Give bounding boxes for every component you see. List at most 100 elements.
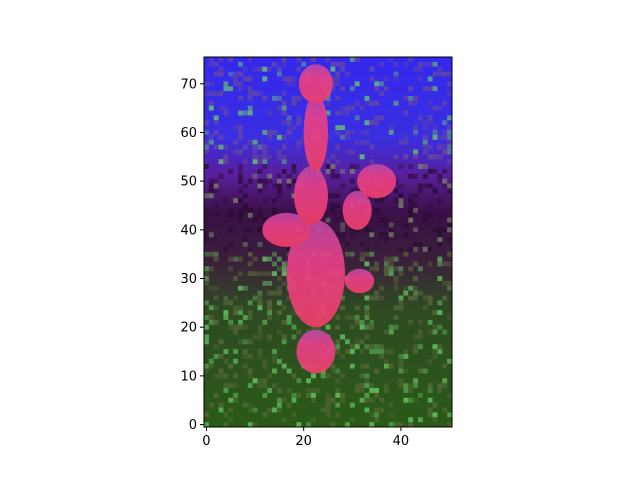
heatmap-cell <box>374 207 380 213</box>
heatmap-cell <box>437 300 443 306</box>
heatmap-cell <box>359 139 365 145</box>
heatmap-cell <box>447 227 452 233</box>
heatmap-cell <box>413 125 418 131</box>
heatmap-cell <box>335 339 341 345</box>
y-tick-label: 20 <box>180 321 197 336</box>
heatmap-cell <box>422 120 428 126</box>
heatmap-cell <box>242 285 248 291</box>
heatmap-cell <box>427 183 433 189</box>
heatmap-cell <box>364 397 370 403</box>
heatmap-cell <box>379 91 384 96</box>
heatmap-cell <box>223 358 229 364</box>
heatmap-cell <box>208 188 214 194</box>
heatmap-cell <box>252 295 258 301</box>
heatmap-cell <box>354 81 360 87</box>
heatmap-cell <box>238 125 243 131</box>
heatmap-cell <box>408 397 414 403</box>
heatmap-cell <box>432 324 438 330</box>
heatmap-cell <box>359 339 365 345</box>
heatmap-cell <box>354 305 360 311</box>
heatmap-cell <box>413 378 418 384</box>
heatmap-cell <box>335 232 341 238</box>
heatmap-image <box>204 57 452 427</box>
heatmap-cell <box>442 227 448 233</box>
heatmap-cell <box>422 212 428 218</box>
x-tick-label: 40 <box>393 434 410 449</box>
heatmap-cell <box>272 353 277 359</box>
heatmap-cell <box>291 168 297 174</box>
heatmap-cell <box>257 295 263 301</box>
heatmap-cell <box>393 256 399 262</box>
heatmap-cell <box>354 319 360 325</box>
heatmap-cell <box>364 227 370 233</box>
heatmap-cell <box>325 168 331 174</box>
heatmap-cell <box>383 271 389 277</box>
heatmap-cell <box>306 378 311 384</box>
heatmap-cell <box>218 66 224 72</box>
heatmap-cell <box>398 383 404 389</box>
heatmap-cell <box>388 125 394 131</box>
heatmap-cell <box>432 349 438 354</box>
heatmap-cell <box>204 271 209 277</box>
heatmap-cell <box>417 66 423 72</box>
heatmap-cell <box>213 61 219 67</box>
heatmap-cell <box>374 295 380 301</box>
heatmap-cell <box>247 271 253 277</box>
heatmap-cell <box>204 144 209 150</box>
heatmap-cell <box>213 251 219 257</box>
heatmap-cell <box>340 134 346 140</box>
heatmap-cell <box>281 57 287 62</box>
heatmap-cell <box>349 86 355 92</box>
heatmap-cell <box>262 183 268 189</box>
heatmap-cell <box>447 159 452 165</box>
heatmap-cell <box>398 203 404 208</box>
heatmap-cell <box>369 251 375 257</box>
heatmap-cell <box>204 193 209 199</box>
heatmap-figure-region <box>262 64 397 374</box>
heatmap-cell <box>388 222 394 228</box>
heatmap-cell <box>349 227 355 233</box>
heatmap-cell <box>354 344 360 350</box>
figure-region-part <box>298 64 333 104</box>
heatmap-cell <box>247 368 253 374</box>
heatmap-cell <box>403 154 409 160</box>
heatmap-cell <box>213 392 219 398</box>
heatmap-cell <box>213 373 219 379</box>
heatmap-cell <box>413 130 418 135</box>
heatmap-cell <box>267 310 273 316</box>
heatmap-cell <box>437 344 443 350</box>
heatmap-cell <box>442 378 448 384</box>
heatmap-cell <box>432 188 438 194</box>
heatmap-cell <box>345 349 350 354</box>
heatmap-cell <box>325 392 331 398</box>
heatmap-cell <box>340 373 346 379</box>
heatmap-cell <box>267 290 273 296</box>
heatmap-cell <box>262 383 268 389</box>
heatmap-cell <box>276 397 282 403</box>
heatmap-cell <box>242 315 248 320</box>
heatmap-cell <box>315 388 321 393</box>
heatmap-cell <box>335 392 341 398</box>
heatmap-cell <box>223 349 229 354</box>
heatmap-cell <box>233 276 239 281</box>
heatmap-cell <box>442 363 448 369</box>
y-tick-label: 40 <box>180 223 197 238</box>
heatmap-cell <box>354 100 360 106</box>
heatmap-cell <box>364 373 370 379</box>
heatmap-cell <box>374 412 380 418</box>
heatmap-cell <box>354 388 360 393</box>
heatmap-cell <box>388 261 394 267</box>
heatmap-cell <box>447 188 452 194</box>
heatmap-cell <box>204 232 209 238</box>
heatmap-cell <box>447 412 452 418</box>
heatmap-cell <box>432 417 438 423</box>
heatmap-cell <box>432 310 438 316</box>
heatmap-cell <box>403 285 409 291</box>
heatmap-cell <box>272 368 277 374</box>
heatmap-cell <box>383 266 389 272</box>
heatmap-cell <box>257 383 263 389</box>
heatmap-cell <box>374 100 380 106</box>
heatmap-cell <box>286 246 292 252</box>
heatmap-cell <box>427 144 433 150</box>
heatmap-cell <box>388 412 394 418</box>
